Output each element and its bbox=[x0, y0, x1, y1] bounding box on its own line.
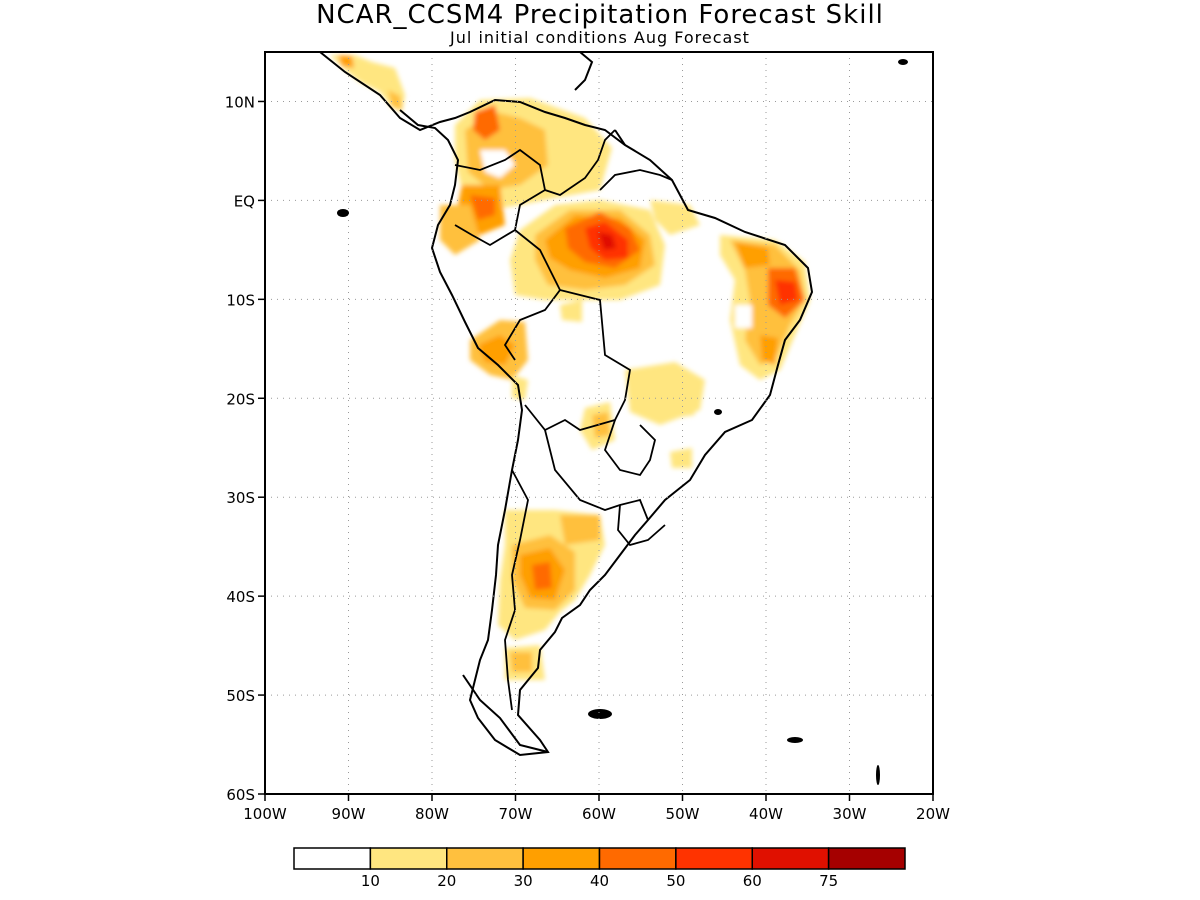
colorbar-swatch bbox=[675, 847, 753, 870]
colorbar-label: 60 bbox=[743, 872, 762, 890]
graticule bbox=[265, 52, 933, 794]
colorbar-swatch bbox=[446, 847, 524, 870]
colorbar-swatch bbox=[522, 847, 601, 870]
colorbar: 10 20 30 40 50 60 75 bbox=[293, 847, 906, 890]
lat-tick-label: 10S bbox=[226, 291, 255, 309]
lat-tick-label: 50S bbox=[226, 687, 255, 705]
colorbar-label: 30 bbox=[514, 872, 533, 890]
lon-tick-label: 30W bbox=[833, 805, 867, 823]
lon-tick-label: 90W bbox=[332, 805, 366, 823]
lon-tick-label: 40W bbox=[749, 805, 783, 823]
lon-tick-label: 20W bbox=[916, 805, 950, 823]
colorbar-swatch bbox=[751, 847, 830, 870]
lon-tick-label: 80W bbox=[415, 805, 449, 823]
country-borders bbox=[454, 129, 673, 711]
lat-tick-label: 10N bbox=[225, 93, 255, 111]
map-subtitle: Jul initial conditions Aug Forecast bbox=[450, 28, 750, 47]
latitude-axis: 10N EQ 10S 20S 30S 40S 50S 60S bbox=[225, 93, 265, 804]
coastlines bbox=[319, 52, 814, 757]
colorbar-label: 75 bbox=[819, 872, 838, 890]
colorbar-swatch bbox=[827, 847, 906, 870]
longitude-axis: 100W 90W 80W 70W 60W 50W 40W 30W 20W bbox=[243, 794, 950, 823]
map-title: NCAR_CCSM4 Precipitation Forecast Skill bbox=[316, 0, 884, 30]
lon-tick-label: 60W bbox=[582, 805, 616, 823]
colorbar-swatch bbox=[293, 847, 372, 870]
lat-tick-label: 60S bbox=[226, 786, 255, 804]
lon-tick-label: 100W bbox=[243, 805, 287, 823]
lon-tick-label: 70W bbox=[499, 805, 533, 823]
colorbar-swatch bbox=[369, 847, 448, 870]
lat-tick-label: 20S bbox=[226, 390, 255, 408]
lon-tick-label: 50W bbox=[666, 805, 700, 823]
colorbar-label: 50 bbox=[666, 872, 685, 890]
colorbar-label: 10 bbox=[361, 872, 380, 890]
colorbar-swatch bbox=[598, 847, 677, 870]
colorbar-label: 40 bbox=[590, 872, 609, 890]
lat-tick-label: 30S bbox=[226, 489, 255, 507]
skill-shading bbox=[330, 55, 810, 680]
colorbar-label: 20 bbox=[437, 872, 456, 890]
lat-tick-label: 40S bbox=[226, 588, 255, 606]
islands bbox=[337, 59, 908, 785]
lat-tick-label: EQ bbox=[234, 192, 255, 210]
